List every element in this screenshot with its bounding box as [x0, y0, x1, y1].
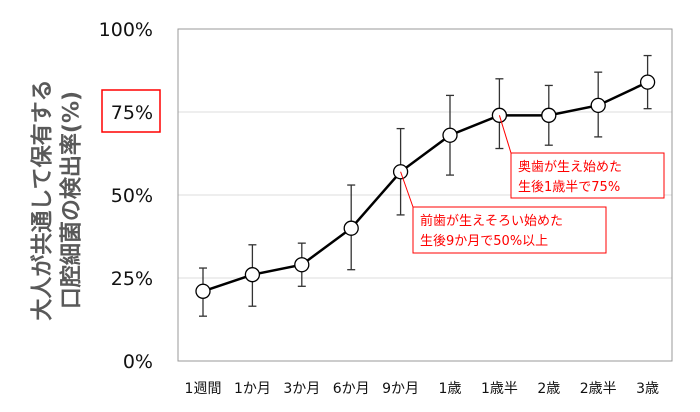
- data-point: [195, 283, 211, 299]
- plot-area: [177, 28, 673, 362]
- annotation-1-line-2: 生後9か月で50%以上: [420, 234, 548, 249]
- data-point: [541, 107, 557, 123]
- x-tick-label: 2歳半: [580, 381, 617, 397]
- annotation-leader-2: [498, 115, 512, 154]
- y-tick-label: 75%: [111, 102, 153, 124]
- x-tick-label: 3歳: [636, 381, 659, 397]
- data-point: [590, 97, 606, 114]
- highlight-box-75: [101, 89, 161, 133]
- data-point: [294, 257, 310, 273]
- x-tick-label: 2歳: [537, 381, 560, 397]
- data-point: [244, 267, 261, 283]
- series-line: [202, 80, 649, 293]
- annotation-2-line-2: 生後1歳半で75%: [518, 180, 620, 195]
- y-tick-label: 25%: [111, 268, 153, 290]
- annotation-leader-1: [400, 171, 414, 208]
- x-tick-label: 1週間: [185, 381, 222, 397]
- y-tick-label: 50%: [111, 185, 153, 207]
- data-point: [442, 127, 458, 143]
- x-tick-label: 6か月: [333, 381, 370, 397]
- x-tick-label: 1か月: [234, 381, 271, 397]
- x-tick-label: 9か月: [382, 381, 419, 397]
- y-tick-label: 100%: [99, 19, 153, 41]
- y-axis-title-line-1: 大人が共通して保有する: [30, 79, 56, 320]
- annotation-1-line-1: 前歯が生えそろい始めた: [420, 213, 563, 229]
- x-tick-label: 1歳: [439, 381, 462, 397]
- data-point: [639, 74, 656, 90]
- annotation-2-line-1: 奥歯が生え始めた: [518, 160, 622, 175]
- data-point: [343, 220, 359, 236]
- x-tick-label: 1歳半: [481, 381, 518, 397]
- y-axis-title-line-2: 口腔細菌の検出率(%): [59, 91, 85, 309]
- y-tick-label: 0%: [123, 351, 153, 373]
- annotation-box-1: [412, 206, 607, 254]
- y-axis-title: 大人が共通して保有する 口腔細菌の検出率(%): [30, 79, 85, 320]
- annotation-box-2: [510, 152, 665, 199]
- x-tick-label: 3か月: [283, 381, 320, 397]
